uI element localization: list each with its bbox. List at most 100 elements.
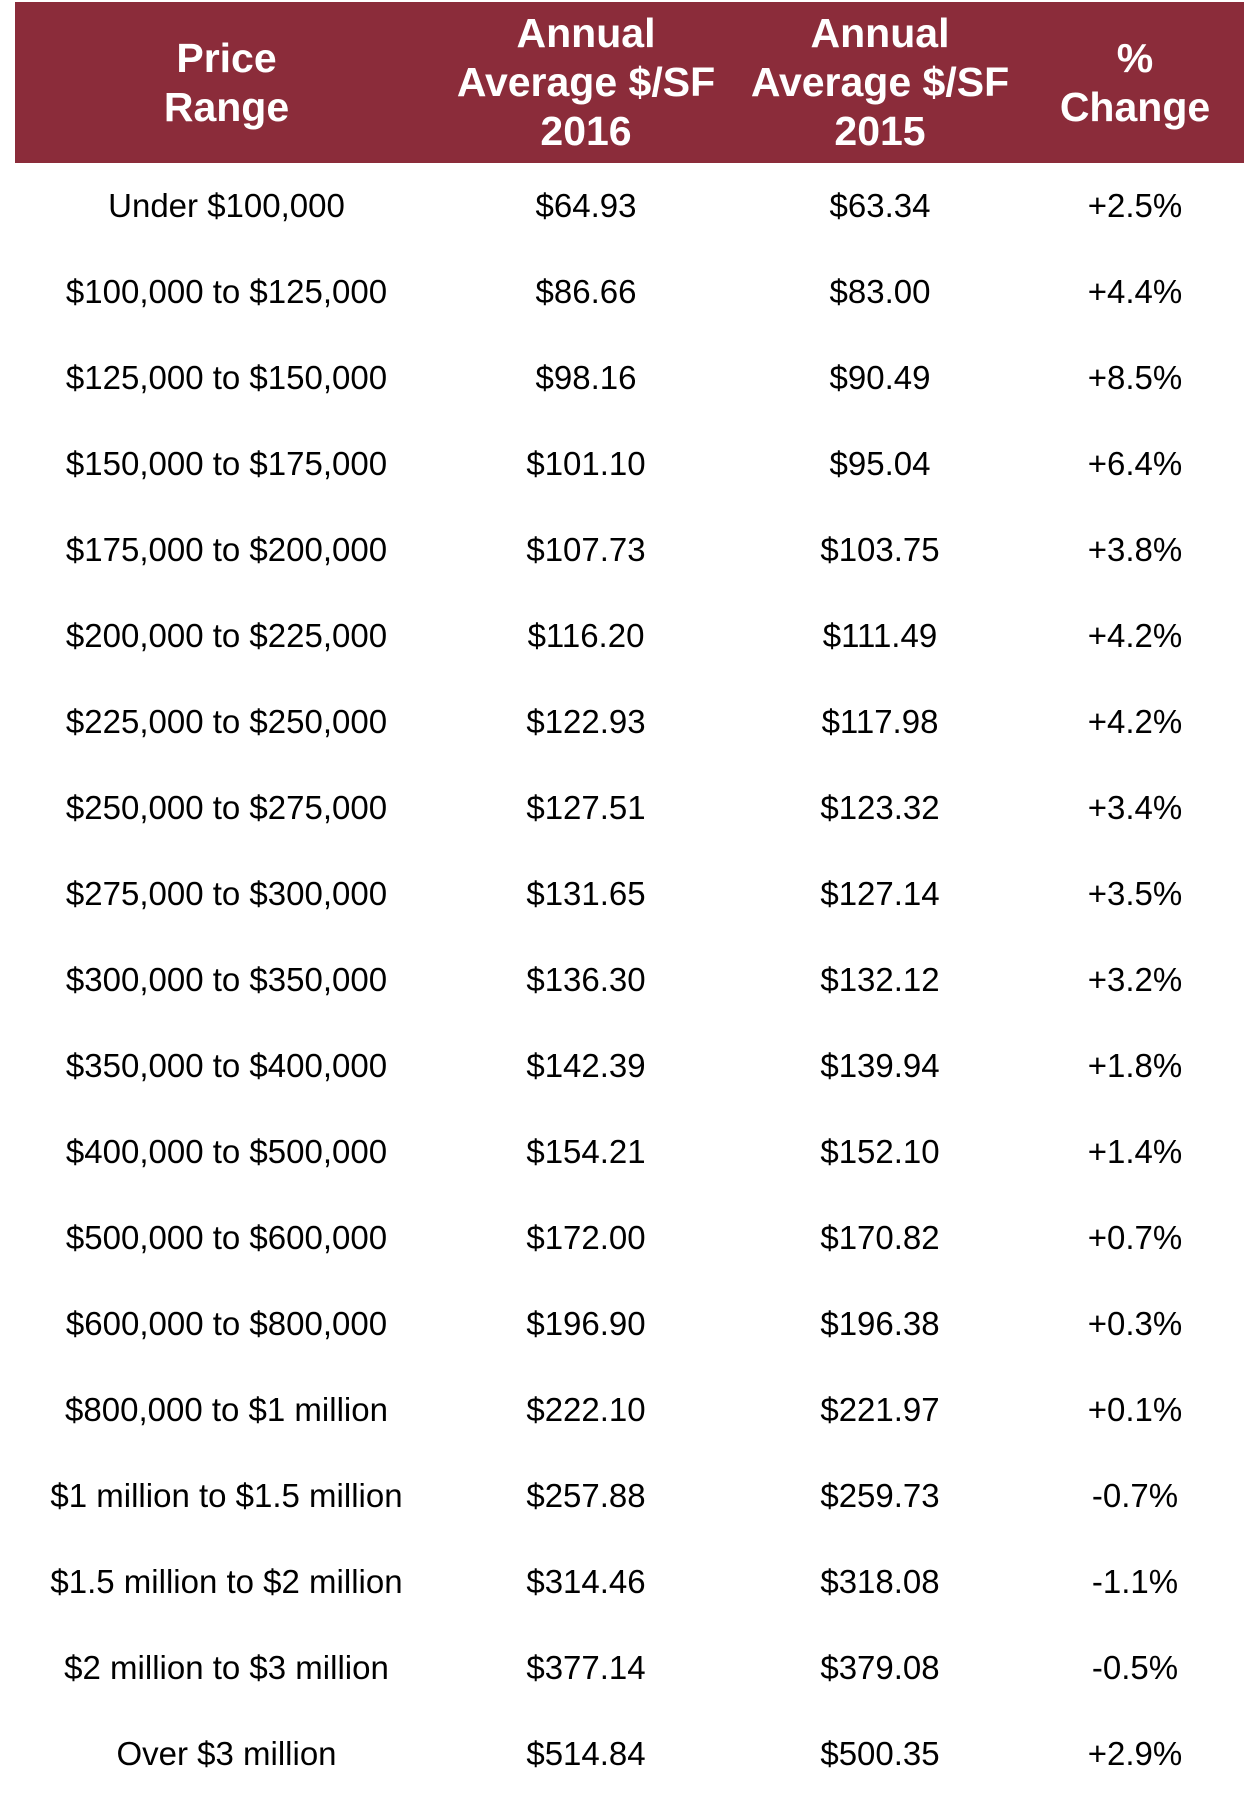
table-row: $250,000 to $275,000 $127.51 $123.32 +3.4% xyxy=(15,765,1244,851)
table-row: $225,000 to $250,000 $122.93 $117.98 +4.2% xyxy=(15,679,1244,765)
cell-avg-2016: $131.65 xyxy=(526,875,646,912)
cell-avg-2016: $116.20 xyxy=(527,617,645,654)
cell-percent-change: +3.5% xyxy=(1087,875,1183,912)
cell-price-range: Under $100,000 xyxy=(108,187,345,224)
cell-avg-2015: $500.35 xyxy=(820,1735,940,1772)
cell-avg-2016: $107.73 xyxy=(526,531,646,568)
cell-price-range: $150,000 to $175,000 xyxy=(65,445,388,482)
header-avg-2016: Annual Average $/SF 2016 xyxy=(438,2,734,163)
header-avg-2016-line-3: 2016 xyxy=(540,108,632,154)
cell-percent-change: +3.2% xyxy=(1087,961,1183,998)
cell-percent-change: +8.5% xyxy=(1087,359,1183,396)
cell-percent-change: +1.8% xyxy=(1087,1047,1183,1084)
cell-price-range: $200,000 to $225,000 xyxy=(65,617,388,654)
cell-avg-2015: $139.94 xyxy=(820,1047,940,1084)
cell-avg-2016: $257.88 xyxy=(526,1477,646,1514)
cell-percent-change: +6.4% xyxy=(1087,445,1183,482)
cell-percent-change: +1.4% xyxy=(1087,1133,1183,1170)
cell-avg-2015: $111.49 xyxy=(822,617,938,654)
table-row: $500,000 to $600,000 $172.00 $170.82 +0.7% xyxy=(15,1195,1244,1281)
cell-percent-change: +0.1% xyxy=(1087,1391,1183,1428)
cell-avg-2016: $64.93 xyxy=(535,187,637,224)
table-row: $275,000 to $300,000 $131.65 $127.14 +3.5% xyxy=(15,851,1244,937)
cell-avg-2015: $259.73 xyxy=(820,1477,940,1514)
cell-avg-2016: $136.30 xyxy=(526,961,646,998)
cell-price-range: $125,000 to $150,000 xyxy=(65,359,388,396)
cell-avg-2016: $127.51 xyxy=(526,789,646,826)
table-row: Over $3 million $514.84 $500.35 +2.9% xyxy=(15,1711,1244,1797)
cell-percent-change: -0.5% xyxy=(1091,1649,1179,1686)
cell-percent-change: +4.2% xyxy=(1087,703,1183,740)
cell-price-range: $1 million to $1.5 million xyxy=(50,1477,403,1514)
table-header: Price Range Annual Average $/SF 2016 Ann… xyxy=(15,2,1244,163)
header-percent-change-line-1: % xyxy=(1116,34,1154,81)
header-percent-change: % Change xyxy=(1026,2,1244,163)
cell-price-range: $2 million to $3 million xyxy=(64,1649,389,1686)
table-row: $1.5 million to $2 million $314.46 $318.08… xyxy=(15,1539,1244,1625)
cell-avg-2016: $101.10 xyxy=(526,445,646,482)
header-avg-2015-line-1: Annual xyxy=(810,10,950,56)
cell-avg-2015: $196.38 xyxy=(820,1305,940,1342)
header-price-range: Price Range xyxy=(15,2,438,163)
cell-avg-2016: $122.93 xyxy=(526,703,646,740)
header-avg-2015-line-3: 2015 xyxy=(834,108,926,154)
cell-price-range: $500,000 to $600,000 xyxy=(65,1219,388,1256)
cell-price-range: $100,000 to $125,000 xyxy=(65,273,388,310)
table-row: $2 million to $3 million $377.14 $379.08 -0… xyxy=(15,1625,1244,1711)
table-row: $1 million to $1.5 million $257.88 $259.73… xyxy=(15,1453,1244,1539)
cell-avg-2016: $196.90 xyxy=(526,1305,646,1342)
cell-percent-change: +4.4% xyxy=(1087,273,1183,310)
table-row: $350,000 to $400,000 $142.39 $139.94 +1.8% xyxy=(15,1023,1244,1109)
table-row: $400,000 to $500,000 $154.21 $152.10 +1.4% xyxy=(15,1109,1244,1195)
cell-percent-change: +3.4% xyxy=(1087,789,1183,826)
cell-price-range: $600,000 to $800,000 xyxy=(65,1305,388,1342)
cell-percent-change: +4.2% xyxy=(1087,617,1183,654)
cell-avg-2016: $172.00 xyxy=(526,1219,646,1256)
table-row: $800,000 to $1 million $222.10 $221.97 +0.1… xyxy=(15,1367,1244,1453)
cell-avg-2015: $83.00 xyxy=(829,273,931,310)
header-percent-change-line-2: Change xyxy=(1059,83,1211,130)
cell-avg-2015: $132.12 xyxy=(820,961,940,998)
cell-avg-2016: $314.46 xyxy=(526,1563,646,1600)
cell-price-range: $1.5 million to $2 million xyxy=(50,1563,403,1600)
table-row: Under $100,000 $64.93 $63.34 +2.5% xyxy=(15,163,1244,249)
cell-price-range: $250,000 to $275,000 xyxy=(65,789,388,826)
table-row: $150,000 to $175,000 $101.10 $95.04 +6.4% xyxy=(15,421,1244,507)
cell-avg-2015: $90.49 xyxy=(829,359,931,396)
cell-price-range: Over $3 million xyxy=(116,1735,337,1772)
cell-avg-2016: $142.39 xyxy=(526,1047,646,1084)
cell-percent-change: +3.8% xyxy=(1087,531,1183,568)
cell-percent-change: +0.7% xyxy=(1087,1219,1183,1256)
cell-percent-change: +2.5% xyxy=(1087,187,1183,224)
price-per-sf-table-container: Price Range Annual Average $/SF 2016 Ann… xyxy=(15,2,1244,1797)
cell-avg-2015: $123.32 xyxy=(820,789,940,826)
table-row: $175,000 to $200,000 $107.73 $103.75 +3.8% xyxy=(15,507,1244,593)
cell-price-range: $800,000 to $1 million xyxy=(65,1391,388,1428)
cell-avg-2015: $318.08 xyxy=(820,1563,940,1600)
table-row: $600,000 to $800,000 $196.90 $196.38 +0.3% xyxy=(15,1281,1244,1367)
header-row: Price Range Annual Average $/SF 2016 Ann… xyxy=(15,2,1244,163)
cell-avg-2015: $103.75 xyxy=(820,531,940,568)
cell-avg-2016: $514.84 xyxy=(526,1735,646,1772)
cell-avg-2016: $222.10 xyxy=(526,1391,646,1428)
cell-percent-change: +0.3% xyxy=(1087,1305,1183,1342)
cell-price-range: $400,000 to $500,000 xyxy=(65,1133,388,1170)
header-avg-2015: Annual Average $/SF 2015 xyxy=(734,2,1026,163)
cell-avg-2015: $170.82 xyxy=(820,1219,940,1256)
cell-avg-2015: $221.97 xyxy=(820,1391,940,1428)
table-row: $300,000 to $350,000 $136.30 $132.12 +3.2% xyxy=(15,937,1244,1023)
cell-avg-2015: $63.34 xyxy=(829,187,931,224)
header-price-range-line-2: Range xyxy=(163,83,290,130)
header-avg-2015-line-2: Average $/SF xyxy=(750,59,1010,105)
cell-price-range: $225,000 to $250,000 xyxy=(65,703,388,740)
table-row: $125,000 to $150,000 $98.16 $90.49 +8.5% xyxy=(15,335,1244,421)
cell-avg-2015: $127.14 xyxy=(820,875,940,912)
cell-price-range: $275,000 to $300,000 xyxy=(65,875,388,912)
cell-avg-2016: $154.21 xyxy=(526,1133,646,1170)
header-price-range-line-1: Price xyxy=(176,34,277,81)
table-row: $200,000 to $225,000 $116.20 $111.49 +4.2% xyxy=(15,593,1244,679)
cell-avg-2015: $95.04 xyxy=(829,445,931,482)
cell-price-range: $350,000 to $400,000 xyxy=(65,1047,388,1084)
price-per-sf-table: Price Range Annual Average $/SF 2016 Ann… xyxy=(15,2,1244,1797)
cell-avg-2016: $377.14 xyxy=(526,1649,646,1686)
